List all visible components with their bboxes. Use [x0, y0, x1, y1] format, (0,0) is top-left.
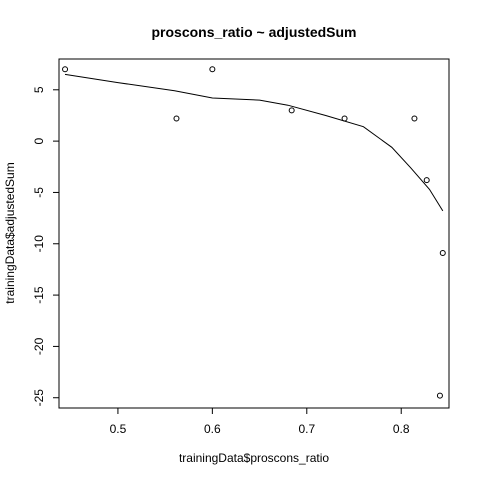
- y-tick-label: 0: [32, 137, 46, 144]
- chart-title: proscons_ratio ~ adjustedSum: [152, 24, 357, 40]
- x-tick-label: 0.6: [204, 422, 221, 436]
- data-point: [62, 66, 69, 73]
- x-tick-label: 0.7: [298, 422, 315, 436]
- plot-area: [62, 66, 446, 399]
- plot-box: [58, 58, 450, 409]
- smooth-line: [64, 73, 444, 212]
- data-point: [439, 250, 446, 257]
- y-tick-label: 5: [32, 86, 46, 93]
- data-point: [173, 115, 180, 122]
- y-tick-label: -5: [32, 187, 46, 198]
- y-tick-label: -20: [32, 337, 46, 355]
- data-point: [423, 177, 430, 184]
- y-axis: -25 -20 -15 -10 -5 0 5: [32, 86, 59, 406]
- y-tick-label: -15: [32, 286, 46, 304]
- x-tick-label: 0.5: [110, 422, 127, 436]
- data-point: [209, 66, 216, 73]
- x-axis-label: trainingData$proscons_ratio: [179, 451, 329, 465]
- data-point: [436, 392, 443, 399]
- y-tick-label: -25: [32, 389, 46, 407]
- y-axis-label: trainingData$adjustedSum: [3, 162, 17, 303]
- data-point: [288, 107, 295, 114]
- x-axis: 0.5 0.6 0.7 0.8: [110, 408, 410, 436]
- y-tick-label: -10: [32, 235, 46, 253]
- x-tick-label: 0.8: [393, 422, 410, 436]
- data-point: [411, 115, 418, 122]
